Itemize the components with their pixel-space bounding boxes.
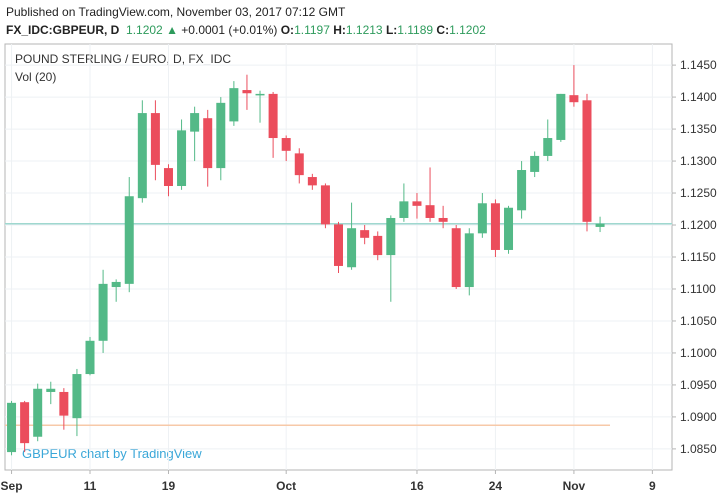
published: Published on TradingView.com, November 0… [6, 5, 346, 19]
h: 1.1213 [345, 23, 383, 37]
candle-body [373, 235, 383, 256]
candle-body [504, 207, 514, 250]
candle-body [46, 388, 56, 392]
candle-body [229, 88, 239, 122]
candle-body [477, 203, 487, 234]
candle-body [59, 391, 69, 416]
change: +0.0001 (+0.01%) [181, 23, 278, 37]
quote-line: FX_IDC:GBPEUR, D 1.1202 ▲ +0.0001 (+0.01… [6, 21, 486, 39]
candle-body [438, 217, 448, 222]
candle-body [242, 90, 252, 94]
symbol: FX_IDC:GBPEUR, D [6, 23, 120, 37]
y-tick-label: 1.0950 [680, 378, 717, 392]
candle-body [20, 402, 30, 444]
legend-title: POUND STERLING / EURO, D, FX_IDC [15, 52, 231, 66]
l-label: L: [385, 23, 398, 37]
last: 1.1202 [126, 23, 163, 37]
candle-body [334, 224, 343, 266]
x-tick-label: Oct [276, 479, 296, 493]
candle-body [307, 177, 317, 186]
candle-body [412, 201, 422, 206]
x-tick-label: 24 [489, 479, 503, 493]
chart: POUND STERLING / EURO, D, FX_IDC Vol (20… [1, 43, 717, 493]
h-label: H: [333, 23, 346, 37]
c-label: C: [436, 23, 450, 37]
candle-body [530, 155, 540, 172]
y-tick-label: 1.0850 [680, 442, 717, 456]
x-tick-label: 16 [410, 479, 424, 493]
y-tick-label: 1.1450 [680, 58, 717, 72]
y-tick-label: 1.0900 [680, 410, 717, 424]
c: 1.1202 [449, 23, 486, 37]
l: 1.1189 [397, 23, 434, 37]
candle-body [543, 138, 553, 156]
y-tick-label: 1.1200 [680, 218, 717, 232]
candle-body [360, 230, 370, 238]
x-tick-label: Sep [1, 479, 23, 493]
candle-body [386, 217, 396, 256]
y-tick-label: 1.1100 [680, 282, 716, 296]
x-tick-label: 9 [649, 479, 656, 493]
candle-body [190, 113, 200, 132]
o-label: O: [280, 23, 295, 37]
candle-body [33, 388, 43, 437]
candle-body [294, 153, 304, 176]
candle-body [582, 100, 592, 222]
candle-body [569, 95, 579, 103]
watermark: GBPEUR chart by TradingView [22, 446, 202, 461]
y-tick-label: 1.1350 [680, 122, 717, 136]
candle-body [85, 340, 95, 375]
y-tick-label: 1.1000 [680, 346, 717, 360]
candle-body [451, 228, 461, 288]
candle-body [320, 185, 330, 225]
candle-body [150, 113, 160, 165]
candle-body [517, 170, 527, 211]
candle-body [281, 138, 291, 151]
o: 1.1197 [294, 23, 330, 37]
candle-body [7, 402, 17, 453]
candle-body [399, 201, 409, 218]
candle-body [137, 113, 147, 199]
header: Published on TradingView.com, November 0… [6, 3, 486, 39]
candle-body [490, 203, 500, 250]
candle-body [177, 130, 187, 186]
y-tick-label: 1.1400 [680, 90, 717, 104]
y-tick-label: 1.1250 [680, 186, 717, 200]
candle-body [203, 118, 213, 169]
y-tick-label: 1.1300 [680, 154, 717, 168]
candle-body [347, 228, 357, 268]
candle-body [255, 93, 265, 96]
candle-body [72, 374, 82, 419]
layers: 1.0850 1.0900 1.0950 1.1000 1.1050 1.1100 1.11… [1, 44, 717, 493]
x-tick-label: 11 [84, 479, 97, 493]
candle-body [163, 168, 173, 186]
y-tick-label: 1.1150 [680, 250, 716, 264]
candle-body [556, 93, 566, 140]
x-tick-label: Nov [563, 479, 586, 493]
candle-body [464, 233, 474, 288]
candle-body [124, 196, 134, 284]
y-tick-label: 1.1050 [680, 314, 717, 328]
candle-body [98, 283, 108, 341]
arrow: ▲ [166, 23, 178, 37]
indicator: Vol (20) [15, 70, 56, 84]
candle-body [216, 102, 226, 169]
candle-body [425, 205, 435, 218]
x-tick-label: 19 [162, 479, 176, 493]
candle-body [111, 281, 121, 288]
candle-body [268, 93, 278, 139]
candle-body [595, 223, 605, 227]
